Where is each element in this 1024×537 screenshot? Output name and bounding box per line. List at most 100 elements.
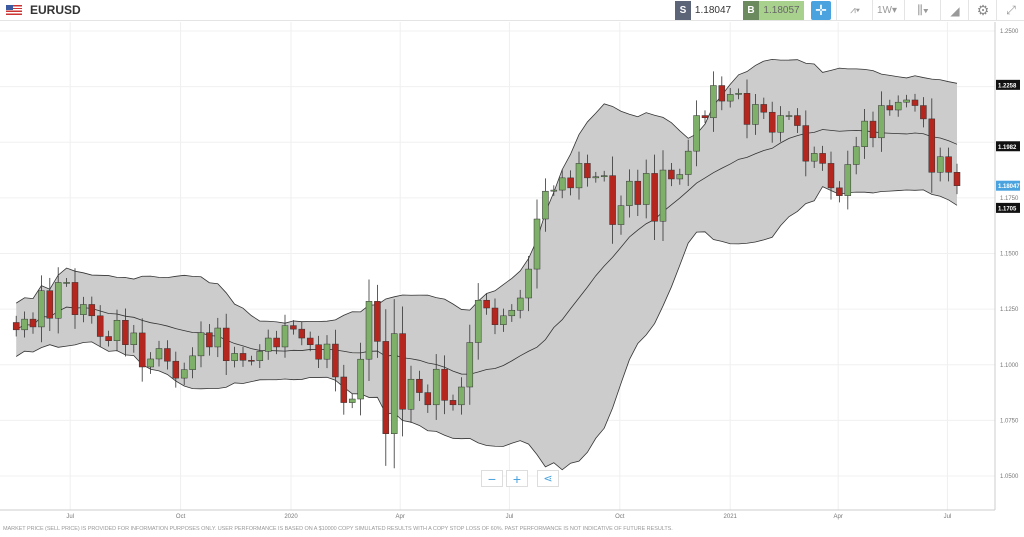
candle[interactable] [785, 111, 793, 120]
candle[interactable] [642, 159, 650, 219]
candle[interactable] [558, 169, 566, 199]
candle[interactable] [684, 139, 692, 186]
candle[interactable] [298, 322, 306, 346]
candle[interactable] [147, 352, 154, 374]
candle[interactable] [88, 296, 96, 324]
candle[interactable] [584, 154, 591, 187]
candle[interactable] [525, 255, 532, 312]
candle[interactable] [54, 267, 62, 334]
candle[interactable] [600, 170, 608, 182]
candle[interactable] [407, 365, 415, 423]
candle[interactable] [802, 110, 810, 177]
candle[interactable] [138, 318, 146, 382]
candle[interactable] [936, 147, 944, 182]
candle[interactable] [718, 76, 726, 111]
candle[interactable] [12, 315, 20, 337]
draw-icon[interactable]: ◢ [950, 3, 960, 18]
candle[interactable] [550, 185, 558, 196]
candle[interactable] [332, 329, 339, 392]
candle[interactable] [264, 329, 272, 360]
candle[interactable] [735, 88, 742, 100]
candle[interactable] [676, 168, 684, 185]
candle[interactable] [399, 306, 406, 437]
candle[interactable] [222, 313, 230, 376]
candle[interactable] [122, 308, 129, 357]
candle[interactable] [869, 111, 877, 148]
candle[interactable] [449, 394, 457, 411]
candle[interactable] [365, 279, 373, 381]
candle[interactable] [836, 181, 843, 203]
candle[interactable] [197, 321, 205, 368]
fullscreen-icon[interactable]: ⤢ [1006, 3, 1016, 17]
candle[interactable] [617, 195, 625, 235]
zoom-out-button[interactable]: − [481, 470, 503, 487]
candle[interactable] [810, 146, 818, 168]
share-icon[interactable]: ⋖ [537, 470, 559, 487]
candle[interactable] [827, 151, 835, 200]
candle[interactable] [155, 340, 163, 367]
candle[interactable] [626, 169, 633, 218]
candle[interactable] [239, 346, 247, 367]
candle[interactable] [575, 151, 583, 200]
candle[interactable] [533, 199, 541, 289]
candle[interactable] [424, 384, 432, 413]
candle[interactable] [567, 170, 574, 196]
gear-icon[interactable]: ⚙ [976, 2, 990, 18]
candle[interactable] [743, 79, 751, 139]
candle[interactable] [432, 354, 440, 420]
candle[interactable] [945, 147, 952, 182]
candle[interactable] [752, 93, 759, 135]
candle[interactable] [794, 108, 801, 134]
candle[interactable] [382, 309, 390, 466]
candle[interactable] [306, 331, 314, 352]
buy-button[interactable]: B [743, 1, 759, 20]
candle[interactable] [886, 99, 894, 116]
candle[interactable] [231, 346, 238, 368]
candle[interactable] [180, 362, 188, 386]
candle[interactable] [710, 71, 717, 132]
candle[interactable] [701, 110, 709, 123]
candle[interactable] [920, 97, 927, 128]
candle[interactable] [315, 335, 322, 368]
chart-type-icon[interactable]: ⩘▾ [850, 5, 860, 16]
candle[interactable] [491, 298, 499, 335]
candle[interactable] [63, 277, 70, 287]
candle[interactable] [290, 320, 297, 335]
candle[interactable] [206, 323, 213, 356]
candle[interactable] [634, 169, 642, 217]
candle[interactable] [466, 324, 474, 405]
candle[interactable] [726, 87, 734, 108]
candle[interactable] [256, 344, 264, 368]
candle[interactable] [852, 136, 860, 175]
candle[interactable] [80, 296, 87, 323]
crosshair-icon[interactable]: ✛ [811, 1, 831, 20]
candle[interactable] [105, 330, 112, 347]
candle[interactable] [483, 293, 490, 315]
candle[interactable] [768, 101, 776, 143]
candle[interactable] [508, 304, 516, 322]
candle[interactable] [903, 94, 910, 108]
candle[interactable] [164, 340, 171, 370]
candle[interactable] [760, 97, 768, 119]
zoom-in-button[interactable]: + [506, 470, 528, 487]
candle[interactable] [609, 156, 616, 244]
candle[interactable] [911, 93, 919, 112]
candle[interactable] [542, 178, 549, 232]
candle[interactable] [500, 308, 507, 332]
candle[interactable] [516, 289, 524, 319]
candle[interactable] [374, 284, 381, 358]
sell-price[interactable]: 1.18047 [694, 5, 732, 16]
candle[interactable] [21, 311, 28, 338]
candle[interactable] [390, 299, 398, 469]
candle[interactable] [340, 364, 348, 415]
candle[interactable] [172, 351, 180, 388]
candle[interactable] [214, 317, 222, 358]
candle[interactable] [844, 150, 852, 210]
candle[interactable] [894, 95, 902, 117]
candle[interactable] [458, 377, 465, 415]
candle[interactable] [777, 106, 784, 142]
candle[interactable] [861, 108, 868, 159]
candle[interactable] [357, 342, 364, 416]
candle[interactable] [953, 163, 961, 195]
candle[interactable] [416, 370, 423, 402]
